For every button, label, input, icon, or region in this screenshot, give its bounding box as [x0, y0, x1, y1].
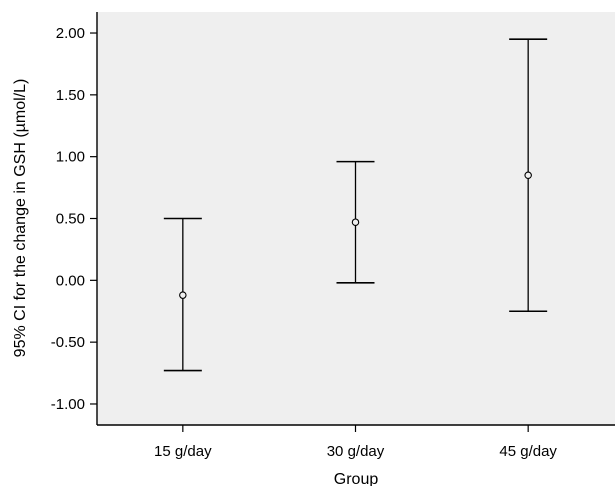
- x-tick-label: 30 g/day: [327, 443, 385, 460]
- y-tick-label: 1.50: [56, 87, 85, 104]
- x-tick-label: 15 g/day: [154, 443, 212, 460]
- x-axis-title: Group: [334, 471, 379, 486]
- y-tick-label: -1.00: [51, 396, 85, 413]
- y-tick-label: 2.00: [56, 25, 85, 42]
- x-axis-ticks: 15 g/day 30 g/day 45 g/day: [154, 425, 557, 460]
- y-tick-label: 0.50: [56, 211, 85, 228]
- x-tick-label: 45 g/day: [499, 443, 557, 460]
- y-tick-label: -0.50: [51, 334, 85, 351]
- mean-point: [179, 291, 187, 299]
- y-axis-title: 95% CI for the change in GSH (µmol/L): [12, 79, 29, 358]
- y-tick-label: 0.00: [56, 272, 85, 289]
- y-axis-ticks: 2.00 1.50 1.00 0.50 0.00 -0.50 -1.00: [51, 25, 97, 413]
- mean-point: [524, 171, 532, 179]
- mean-point: [351, 218, 360, 226]
- y-tick-label: 1.00: [56, 149, 85, 166]
- error-bars: [163, 38, 548, 372]
